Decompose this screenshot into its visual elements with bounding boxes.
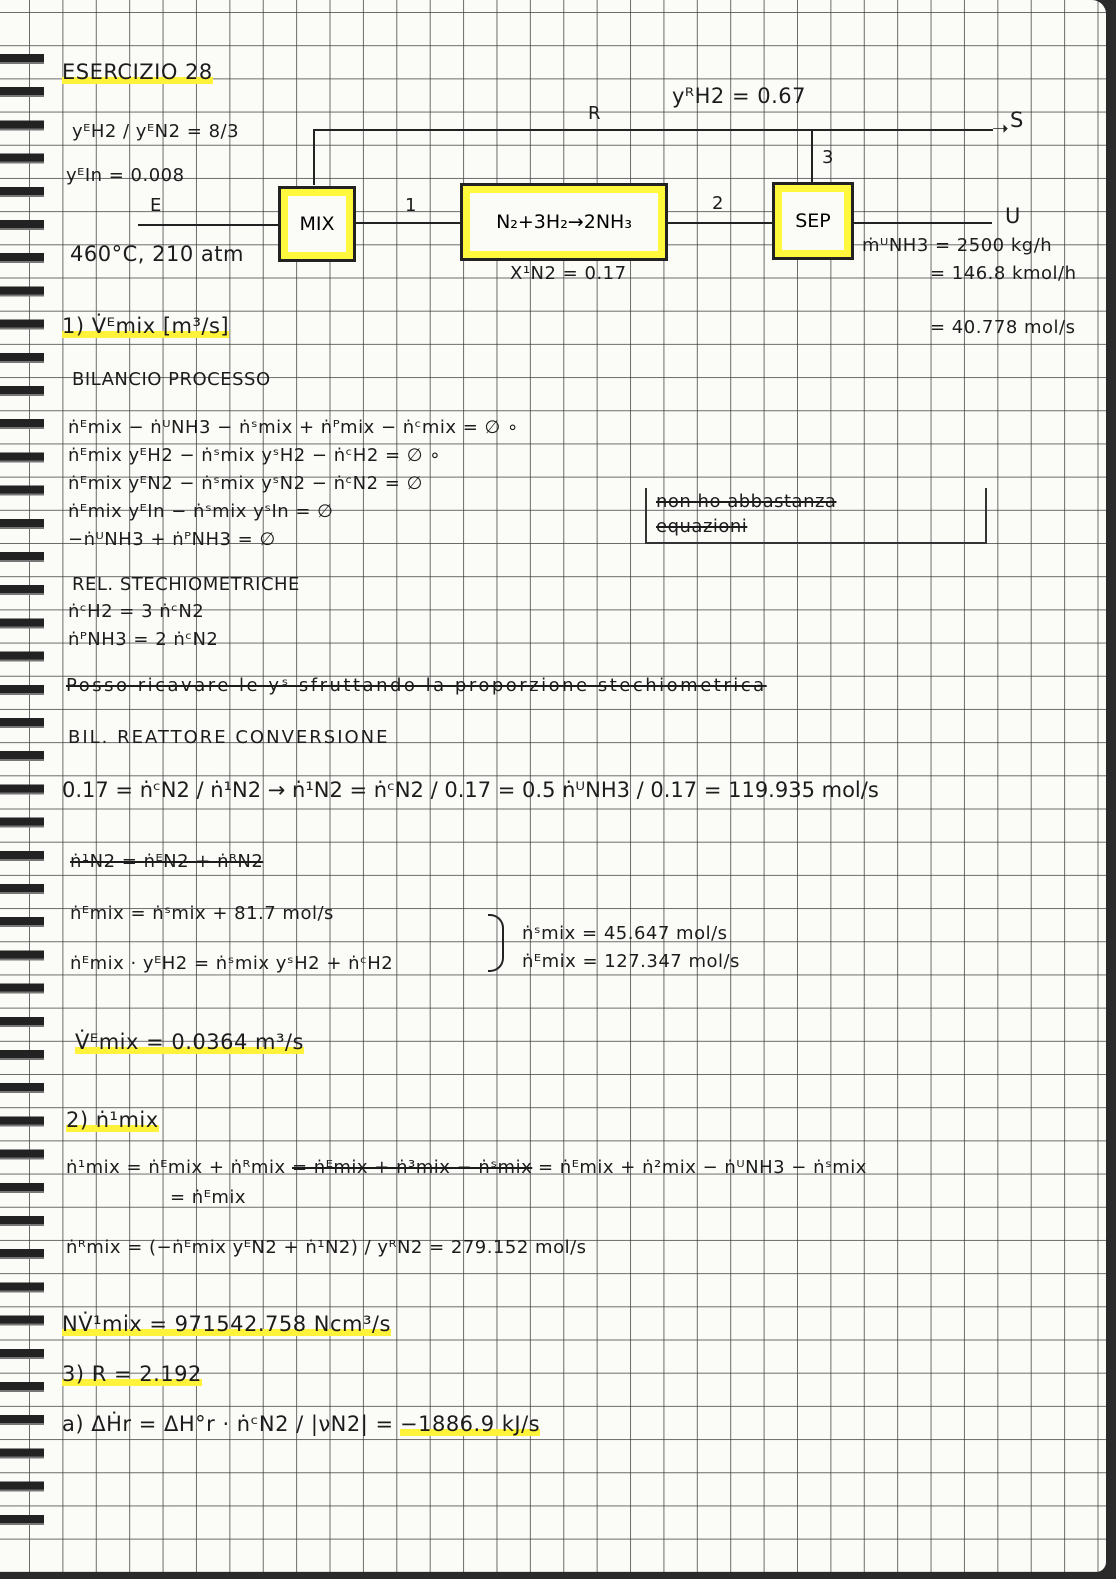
feed-conditions: 460°C, 210 atm	[70, 242, 244, 266]
enthalpy-eq-label: a) ΔḢr = ΔH°r · ṅᶜN2 / |νN2| =	[62, 1412, 394, 1436]
balance-eq: ṅᴱmix − ṅᵁNH3 − ṅˢmix + ṅᴾmix − ṅᶜmix = …	[68, 417, 519, 438]
stoich-eq: ṅᴾNH3 = 2 ṅᶜN2	[68, 629, 219, 650]
bilancio-heading: BILANCIO PROCESSO	[72, 369, 271, 390]
stream-1-label: 1	[405, 195, 417, 216]
mix-eq-sub: = ṅᴱmix	[170, 1187, 247, 1208]
stream-2-line	[665, 222, 773, 224]
section-2-heading: 2) ṅ¹mix	[66, 1108, 159, 1133]
feed-ratio: yᴱH2 / yᴱN2 = 8/3	[72, 121, 240, 142]
solution: ṅˢmix = 45.647 mol/s	[522, 923, 728, 944]
stoich-heading: REL. STECHIOMETRICHE	[72, 574, 300, 595]
balance-eq: ṅᴱmix yᴱH2 − ṅˢmix yˢH2 − ṅᶜH2 = ∅ ∘	[68, 445, 441, 466]
product-mol-flow: = 40.778 mol/s	[930, 317, 1076, 338]
stream-r-label: R	[588, 103, 602, 124]
stoich-eq: ṅᶜH2 = 3 ṅᶜN2	[68, 601, 205, 622]
recycle-h2-fraction: yᴿH2 = 0.67	[672, 84, 806, 108]
system-eq: ṅᴱmix = ṅˢmix + 81.7 mol/s	[70, 903, 334, 924]
mixer-block: MIX	[278, 186, 356, 262]
conversion-eq: 0.17 = ṅᶜN2 / ṅ¹N2 → ṅ¹N2 = ṅᶜN2 / 0.17 …	[62, 778, 879, 802]
stream-u-line	[852, 222, 992, 224]
feed-line	[138, 224, 278, 226]
product-kmol-flow: = 146.8 kmol/h	[930, 263, 1077, 284]
brace-icon	[488, 914, 504, 972]
stream-1-line	[354, 222, 460, 224]
stream-e-label: E	[150, 195, 162, 216]
separator-block: SEP	[772, 182, 854, 260]
spiral-binding	[0, 40, 44, 1540]
struck-eq: ṅ¹N2 = ṅᴱN2 + ṅᴿN2	[70, 851, 264, 872]
reactor-label: N₂+3H₂→2NH₃	[496, 211, 632, 233]
section-2-result: NV̇¹mix = 971542.758 Ncm³/s	[62, 1312, 391, 1337]
product-mass-flow: ṁᵁNH3 = 2500 kg/h	[862, 235, 1053, 256]
stream-2-label: 2	[712, 193, 724, 214]
mix-eq-end: = ṅᴱmix + ṅ²mix − ṅᵁNH3 − ṅˢmix	[538, 1157, 867, 1178]
exercise-title: ESERCIZIO 28	[62, 60, 213, 85]
recycle-line	[313, 129, 993, 131]
reactor-balance-heading: BIL. REATTORE CONVERSIONE	[68, 727, 390, 748]
balance-eq: ṅᴱmix yᴱN2 − ṅˢmix yˢN2 − ṅᶜN2 = ∅	[68, 473, 423, 494]
struck-line: Posso ricavare le yˢ sfruttando la propo…	[66, 675, 767, 696]
balance-eq: ṅᴱmix yᴱIn − ṅˢmix yˢIn = ∅	[68, 501, 334, 522]
recycle-eq: ṅᴿmix = (−ṅᴱmix yᴱN2 + ṅ¹N2) / yᴿN2 = 27…	[66, 1237, 587, 1258]
mixer-label: MIX	[299, 213, 335, 235]
enthalpy-result: −1886.9 kJ/s	[400, 1412, 541, 1437]
stream-s-label: S	[1010, 108, 1024, 132]
note-line: non ho abbastanza	[656, 491, 837, 512]
stream-u-label: U	[1005, 204, 1021, 228]
mix-eq-start: ṅ¹mix = ṅᴱmix + ṅᴿmix	[66, 1157, 286, 1178]
note-box	[645, 488, 987, 544]
stream-3-label: 3	[822, 147, 834, 168]
note-line: equazioni	[656, 516, 748, 537]
section-1-heading: 1) V̇ᴱmix [m³/s]	[62, 314, 230, 339]
balance-eq: −ṅᵁNH3 + ṅᴾNH3 = ∅	[68, 529, 276, 550]
mix-eq-struck: = ṅᴱmix + ṅ³mix − ṅˢmix	[292, 1157, 533, 1178]
reactor-block: N₂+3H₂→2NH₃	[460, 183, 668, 261]
recycle-down-line	[313, 129, 315, 185]
system-eq: ṅᴱmix · yᴱH2 = ṅˢmix yˢH2 + ṅᶜH2	[70, 953, 394, 974]
separator-label: SEP	[795, 210, 831, 232]
inert-fraction: yᴱIn = 0.008	[66, 165, 185, 186]
solution: ṅᴱmix = 127.347 mol/s	[522, 951, 740, 972]
conversion-value: X¹N2 = 0.17	[510, 263, 627, 284]
section-1-result: V̇ᴱmix = 0.0364 m³/s	[75, 1030, 304, 1055]
section-3-heading: 3) R = 2.192	[62, 1362, 202, 1387]
stream-3-line	[811, 131, 813, 183]
arrow-right-icon: ➝	[992, 116, 1009, 140]
